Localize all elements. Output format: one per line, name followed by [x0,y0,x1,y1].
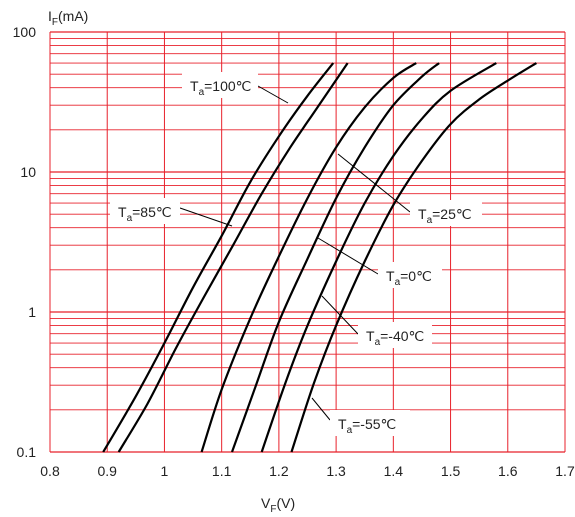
annotation-leader-line [179,207,233,227]
y-tick-label: 0.1 [17,444,37,460]
x-axis-title-sub: F [270,504,276,515]
x-tick-label: 0.9 [97,463,117,479]
x-tick-label: 1.2 [269,463,289,479]
series-label-value: =85℃ [132,204,171,220]
svg-text:VF(V): VF(V) [261,495,295,515]
series-label: Ta=-55℃ [338,416,396,436]
annotation-leader-line [257,85,289,104]
x-tick-label: 1.5 [441,463,461,479]
annotation-leader-line [311,397,331,421]
annotation-label-background [330,410,410,436]
x-axis-title: VF(V) [261,495,295,515]
series-label-main: T [190,78,199,94]
series-label-sub: a [375,337,381,348]
series-line [200,62,417,453]
y-axis-title-unit: (mA) [58,8,88,24]
series-line [117,62,349,453]
series-label-sub: a [427,215,433,226]
series-label-value: =100℃ [204,78,251,94]
x-axis-title-main: V [261,495,271,511]
series-label-value: =0℃ [400,268,432,284]
series-line [102,62,335,453]
series-label-main: T [386,268,395,284]
series-label-value: =25℃ [432,206,471,222]
annotation-leader-line [337,153,411,213]
x-tick-label: 1.7 [555,463,575,479]
y-tick-label: 10 [20,164,36,180]
series-line [260,62,497,453]
annotation-label-background [410,200,482,226]
series-annotations: Ta=100℃Ta=85℃ Ta=25℃Ta=0℃Ta=-40℃Ta=-55℃ [110,72,482,436]
grid-major-lines [49,31,566,453]
x-tick-label: 0.8 [40,463,60,479]
y-tick-label: 1 [28,304,36,320]
annotation-leader-line [317,237,379,275]
series-line [290,62,537,453]
y-axis-title-sub: F [52,17,58,28]
svg-text:IF(mA): IF(mA) [48,8,88,28]
series-label: Ta=100℃ [190,78,251,98]
series-label-sub: a [347,425,353,436]
series-label-value: =-40℃ [380,328,424,344]
series-label-main: T [338,416,347,432]
annotation-leader-line [321,295,359,335]
series-label-main: T [418,206,427,222]
series-label-sub: a [199,87,205,98]
data-series [102,62,537,453]
series-label: Ta=25℃ [418,206,472,226]
series-label: Ta=85℃ [118,204,172,224]
annotation-label-background [358,322,432,348]
x-axis-title-unit: (V) [276,495,295,511]
x-tick-label: 1.1 [212,463,232,479]
x-tick-label: 1.6 [498,463,518,479]
series-label-main: T [118,204,127,220]
y-tick-label: 100 [13,24,37,40]
x-tick-label: 1 [161,463,169,479]
series-label-value: =-55℃ [352,416,396,432]
y-axis-title: IF(mA) [48,8,88,28]
annotation-label-background [182,72,258,98]
annotation-label-background [378,262,442,288]
x-tick-label: 1.4 [384,463,404,479]
x-tick-label: 1.3 [326,463,346,479]
series-label-sub: a [127,213,133,224]
series-line [230,62,440,453]
series-label: Ta=-40℃ [366,328,424,348]
series-label: Ta=0℃ [386,268,432,288]
series-label-sub: a [395,277,401,288]
y-axis-title-main: I [48,8,52,24]
annotation-label-background [110,198,180,224]
axis-tick-labels: 0.8 0.9 1 1.1 1.2 1.3 1.4 1.5 1.6 1.7 0.1 1 10 100 [13,24,575,479]
series-label-main: T [366,328,375,344]
